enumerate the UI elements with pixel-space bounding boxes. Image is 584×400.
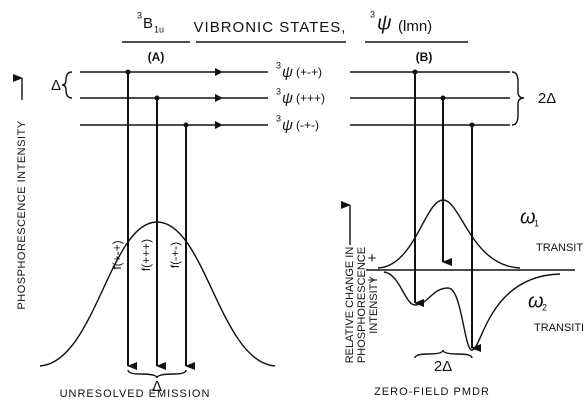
brace [511, 71, 525, 126]
psi-rest: (lmn) [398, 18, 432, 35]
spacing: Δ [51, 77, 61, 94]
psi: ψ [282, 64, 293, 81]
arrow-label: f(+-+) [110, 240, 124, 269]
y-axis-label: PHOSPHORESCENCE [356, 247, 368, 363]
psi: ψ [377, 12, 392, 34]
panel-a: Δ PHOSPHORESCENCE INTENSITY f(+-+) f(+++… [13, 69, 276, 400]
panel-label: (A) [148, 50, 165, 64]
sup: 3 [276, 86, 281, 96]
panel-label: (B) [416, 50, 433, 64]
arrow-label: f(-+-) [168, 242, 182, 268]
minus: − [368, 272, 377, 289]
psi: ψ [282, 117, 293, 134]
panel-b: 2Δ RELATIVE CHANGE IN PHOSPHORESCENCE IN… [341, 69, 584, 398]
y-axis-label: INTENSITY [368, 276, 380, 334]
spacing: 2Δ [538, 90, 556, 107]
psi: ψ [282, 90, 293, 107]
level-label: (+++) [296, 91, 325, 105]
level-label: (-+-) [296, 118, 319, 132]
plus: + [368, 250, 377, 267]
arrow-label: f(+++) [139, 239, 153, 271]
level-label: (+-+) [296, 65, 322, 79]
w1-curve [377, 199, 521, 269]
bottom-spacing: Δ [152, 378, 162, 395]
y-axis-label: RELATIVE CHANGE IN [344, 247, 356, 364]
w2-curve [383, 271, 561, 351]
sup: 3 [370, 9, 375, 19]
header-middle: VIBRONIC STATES, [194, 19, 347, 36]
caption: ZERO-FIELD PMDR [374, 386, 490, 398]
y-axis-label: PHOSPHORESCENCE INTENSITY [16, 120, 28, 309]
sub: 1 [534, 218, 539, 228]
brace [414, 349, 473, 359]
sup: 3 [276, 60, 281, 70]
omega: ω [520, 206, 536, 228]
brace [61, 71, 73, 99]
header: 3 B 1u VIBRONIC STATES, 3 ψ (lmn) [122, 9, 468, 43]
levels: 3 ψ (+-+) 3 ψ (+++) 3 ψ (-+-) [80, 60, 510, 134]
sub: 2 [542, 302, 547, 312]
brace [127, 369, 187, 379]
sub: 1u [154, 24, 164, 34]
sup: 3 [276, 113, 281, 123]
transition: TRANSITION [536, 242, 584, 254]
bottom-spacing: 2Δ [434, 358, 452, 375]
omega: ω [528, 290, 544, 312]
caption: UNRESOLVED EMISSION [60, 388, 211, 400]
transition: TRANSITION [534, 322, 584, 334]
state: B [143, 15, 153, 32]
sup: 3 [137, 10, 142, 20]
